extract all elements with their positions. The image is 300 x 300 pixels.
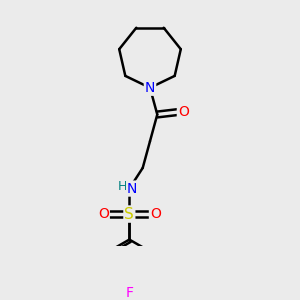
Text: N: N — [127, 182, 137, 196]
Text: O: O — [178, 105, 189, 119]
Text: H: H — [118, 180, 127, 193]
Text: F: F — [125, 286, 134, 299]
Text: N: N — [145, 81, 155, 95]
Text: O: O — [98, 207, 109, 221]
Text: S: S — [124, 207, 134, 222]
Text: O: O — [150, 207, 161, 221]
